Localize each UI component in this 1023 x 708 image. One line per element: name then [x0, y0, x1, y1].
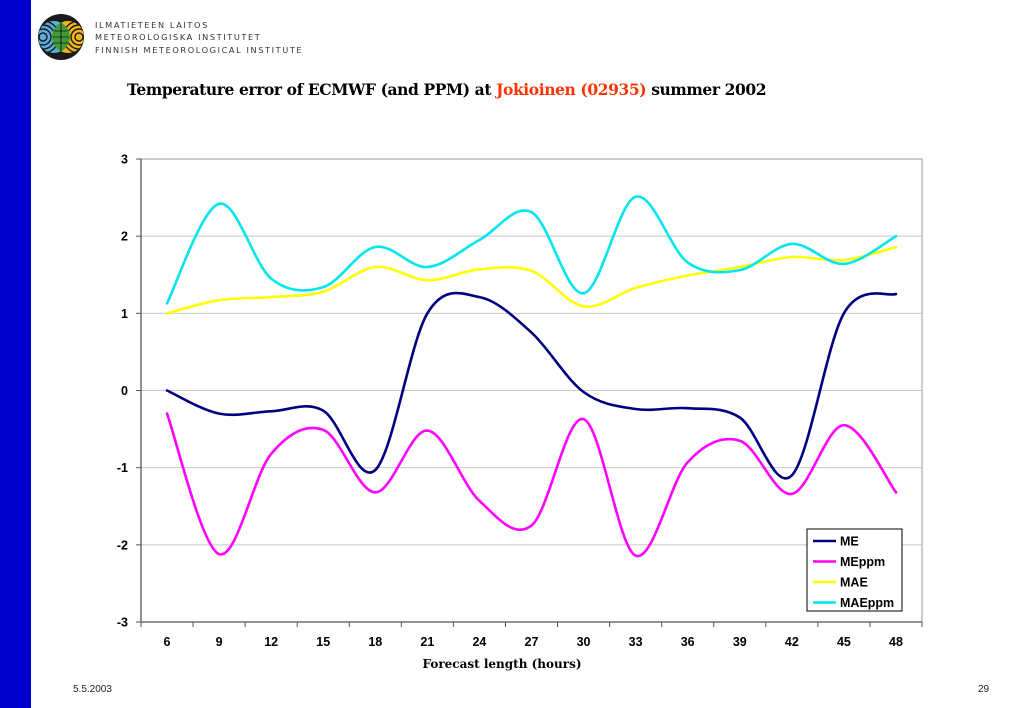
y-tick-label: 3: [121, 153, 128, 167]
y-tick-label: -2: [117, 538, 128, 552]
x-tick-label: 12: [264, 635, 278, 649]
y-ticks: 3 2 1 0 -1 -2 -3: [117, 153, 141, 630]
x-tick-label: 39: [733, 635, 747, 649]
x-axis-title: Forecast length (hours): [422, 657, 581, 671]
org-name-sv: METEOROLOGISKA INSTITUTET: [95, 32, 262, 43]
y-tick-label: 0: [121, 384, 128, 398]
org-name-fi: ILMATIETEEN LAITOS: [95, 20, 209, 30]
series-line-me: [165, 291, 898, 480]
footer-date: 5.5.2003: [73, 684, 112, 695]
y-tick-label: -1: [117, 461, 128, 475]
x-tick-label: 33: [629, 635, 643, 649]
x-tick-label: 9: [216, 635, 223, 649]
page-number: 29: [978, 684, 990, 695]
sidebar-stripe: [0, 0, 31, 708]
series-line-mae: [165, 245, 898, 315]
x-tick-label: 42: [785, 635, 799, 649]
x-ticks: 6 9 12 15 18 21 24 27 30 33 36 39 42 45 48: [140, 622, 923, 649]
y-tick-label: -3: [117, 616, 128, 630]
series-line-maeppm: [165, 195, 898, 305]
organization-names: ILMATIETEEN LAITOS METEOROLOGISKA INSTIT…: [95, 19, 303, 56]
fmi-logo-icon: [37, 13, 85, 61]
legend-label-maeppm: MAEppm: [840, 596, 894, 610]
x-tick-label: 30: [577, 635, 591, 649]
chart-title-prefix: Temperature error of ECMWF (and PPM) at: [127, 80, 497, 99]
x-tick-label: 21: [420, 635, 434, 649]
x-tick-label: 27: [525, 635, 539, 649]
legend-box: [806, 528, 903, 612]
legend-label-mae: MAE: [840, 576, 868, 590]
x-tick-label: 6: [164, 635, 171, 649]
x-tick-label: 24: [472, 635, 486, 649]
x-tick-label: 45: [837, 635, 851, 649]
legend-label-me: ME: [840, 535, 859, 549]
legend: ME MEppm MAE MAEppm: [806, 528, 903, 612]
x-tick-label: 36: [681, 635, 695, 649]
legend-label-meppm: MEppm: [840, 555, 885, 569]
chart-title-suffix: summer 2002: [646, 80, 767, 99]
x-tick-label: 15: [316, 635, 330, 649]
series-line-meppm: [165, 412, 898, 557]
y-tick-label: 1: [121, 307, 128, 321]
station-name: Jokioinen (02935): [496, 80, 647, 99]
x-tick-label: 18: [368, 635, 382, 649]
x-tick-label: 48: [889, 635, 903, 649]
gridlines: [141, 235, 922, 546]
org-name-en: FINNISH METEOROLOGICAL INSTITUTE: [95, 44, 304, 55]
series-lines: [165, 195, 898, 557]
y-tick-label: 2: [121, 230, 128, 244]
